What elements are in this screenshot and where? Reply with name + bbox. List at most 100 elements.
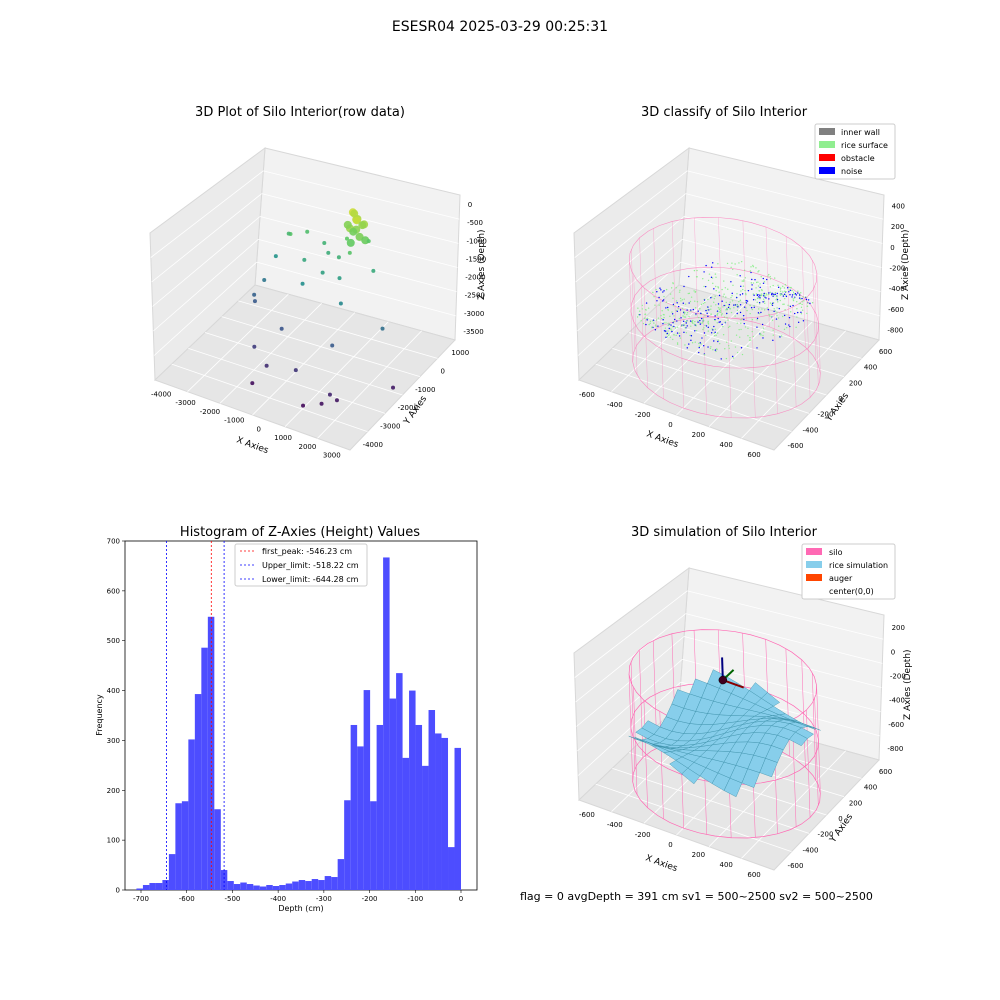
raw-grid [259,216,458,268]
noise-point [739,294,741,296]
rice-surface-point [747,327,749,330]
silo-rib [806,297,811,398]
noise-point [690,309,692,311]
rice-surface-point [714,328,716,331]
histogram-bar [318,880,325,890]
rice-surface-point [757,297,759,300]
histogram-bar [357,746,364,890]
noise-point [733,304,735,306]
rice-surface-point [688,292,691,295]
rice-surface-point [716,314,718,316]
silo-rib [801,659,806,768]
classify-grid [575,193,686,283]
noise-point [717,340,719,343]
rice-surface-point [638,313,640,316]
simulation-grid [682,658,881,713]
simulation-legend: silo rice simulation auger center(0,0) [801,543,896,600]
raw-data-point [279,326,284,331]
silo-rib [671,221,676,322]
rice-surface-point [647,307,650,309]
noise-point [774,293,776,296]
noise-point [745,302,748,304]
raw-grid [153,239,259,332]
rice-surface-point [675,287,677,289]
rice-surface-point [707,322,709,324]
rice-surface-point [658,304,660,306]
histogram-x-ticks: -700 -600 -500 -400 -300 -200 -100 0 [133,890,463,903]
rice-surface-point [745,294,747,296]
rice-surface-point [779,294,782,296]
rice-surface-point [655,325,657,327]
noise-point [762,282,765,284]
panel-histogram: Histogram of Z-Axies (Height) Values -70… [95,525,478,913]
rice-surface-point [800,292,802,294]
simulation-grid [576,636,685,727]
rice-surface-point [723,316,726,318]
rice-surface-point [715,276,717,279]
raw-data-point [252,299,257,304]
rice-surface-point [771,319,774,321]
raw-z-tick: -2500 [465,292,485,300]
simulation-z-tick: -200 [890,672,906,680]
raw-data-point [327,392,332,397]
histogram-bar [337,859,345,890]
rice-surface-point [773,294,775,297]
legend-swatch-auger [806,574,822,581]
raw-data-point [338,301,343,306]
histogram-bar [162,880,169,890]
rice-surface-point [732,284,734,287]
noise-point [656,291,658,293]
rice-surface-point [693,290,695,292]
noise-point [663,330,666,332]
simulation-z-tick: 200 [892,624,905,632]
silo-rib [751,317,756,418]
rice-surface-point [747,345,749,347]
noise-point [700,317,703,320]
rice-surface-point [750,266,752,268]
noise-point [728,303,731,306]
silo-rib [727,318,732,418]
raw-data-point [350,209,359,218]
classify-z-tick: -800 [887,327,903,335]
rice-surface-point [768,273,770,276]
rice-surface-point [702,328,704,331]
raw-data-point [347,250,352,255]
noise-point [657,325,659,327]
noise-point [718,321,720,323]
noise-point [686,309,688,311]
rice-surface-point [679,297,682,300]
noise-point [646,319,648,321]
histogram-bar [409,690,416,890]
rice-surface-point [796,308,798,310]
raw-data-point [336,255,341,260]
noise-point [659,287,661,289]
rice-surface-point [683,313,686,315]
rice-surface-point [787,304,789,306]
rice-surface-point [760,294,763,297]
classify-z-tick: -400 [889,285,905,293]
noise-point [760,311,762,314]
rice-surface-point [695,329,698,332]
rice-surface-point [730,340,733,342]
rice-surface-point [754,299,757,301]
noise-point [740,347,743,349]
rice-surface-point [758,270,760,272]
rice-surface-point [785,326,788,329]
noise-point [757,312,760,314]
histogram-bar [149,883,156,890]
rice-surface-point [672,338,674,341]
histogram-y-ticklabel: 100 [107,837,120,845]
rice-surface-point [713,332,715,335]
rice-surface-point [729,308,732,310]
rice-surface-point [691,322,694,324]
simulation-z-tick: 0 [891,648,895,656]
rice-surface-point [676,343,679,345]
rice-surface-point [752,335,755,338]
histogram-bar [175,803,182,890]
classify-grid [576,216,685,307]
panel-raw-data: 3D Plot of Silo Interior(row data) -4000… [149,105,487,460]
rice-surface-point [665,288,668,291]
histogram-bar [435,733,442,890]
rice-surface-point [691,342,694,344]
noise-point [686,347,688,349]
